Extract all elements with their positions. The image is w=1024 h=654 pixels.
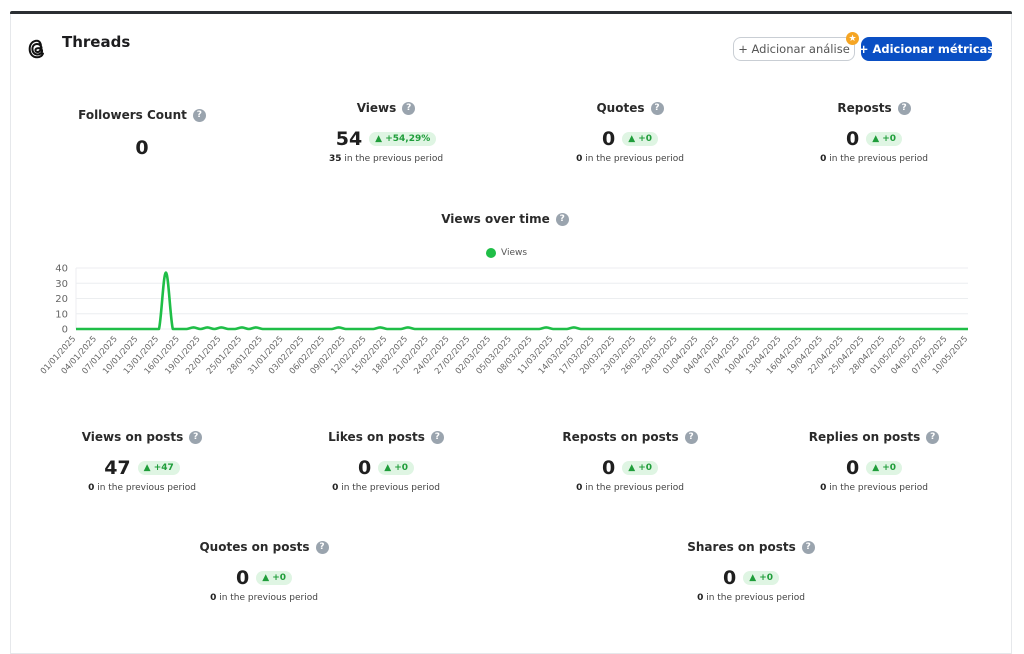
previous-period: 0 in the previous period bbox=[576, 154, 684, 164]
previous-period: 0 in the previous period bbox=[697, 593, 805, 603]
metric-title: Followers Count bbox=[78, 108, 187, 122]
previous-period: 0 in the previous period bbox=[332, 483, 440, 493]
metric-title: Quotes bbox=[596, 101, 645, 115]
metric-views: Views? 54 ▲ +54,29% 35 in the previous peri… bbox=[266, 100, 506, 164]
y-tick-label: 30 bbox=[55, 279, 68, 290]
change-badge: ▲ +54,29% bbox=[369, 132, 437, 146]
chart-title: Views over time? bbox=[405, 212, 605, 226]
metric-followers-count: Followers Count? 0 bbox=[22, 107, 262, 159]
help-icon[interactable]: ? bbox=[801, 540, 815, 554]
previous-period: 35 in the previous period bbox=[328, 154, 444, 164]
help-icon[interactable]: ? bbox=[684, 430, 698, 444]
metric-likes-on-posts: Likes on posts? 0 ▲ +0 0 in the previous pe… bbox=[266, 429, 506, 493]
change-badge: ▲ +47 bbox=[137, 461, 180, 475]
add-metrics-button[interactable]: + Adicionar métricas bbox=[859, 37, 994, 61]
metric-title: Views bbox=[356, 101, 397, 115]
metric-reposts: Reposts? 0 ▲ +0 0 in the previous period bbox=[754, 100, 994, 164]
previous-period: 0 in the previous period bbox=[576, 483, 684, 493]
metric-title: Views on posts bbox=[81, 430, 184, 444]
chart-legend[interactable]: Views bbox=[486, 248, 527, 258]
metric-value: 0 bbox=[135, 137, 149, 159]
threads-card bbox=[10, 14, 1012, 654]
change-badge: ▲ +0 bbox=[378, 461, 415, 475]
help-icon[interactable]: ? bbox=[189, 430, 203, 444]
metric-value: 0 bbox=[722, 567, 737, 589]
legend-dot-icon bbox=[486, 248, 496, 258]
y-tick-label: 0 bbox=[62, 325, 68, 336]
metric-views-on-posts: Views on posts? 47 ▲ +47 0 in the previous … bbox=[22, 429, 262, 493]
y-tick-label: 40 bbox=[55, 264, 68, 275]
help-icon[interactable]: ? bbox=[650, 101, 664, 115]
metric-value: 47 bbox=[104, 457, 131, 479]
metric-value: 54 bbox=[335, 128, 363, 150]
previous-period: 0 in the previous period bbox=[88, 483, 196, 493]
metric-shares-on-posts: Shares on posts? 0 ▲ +0 0 in the previous p… bbox=[631, 539, 871, 603]
views-series-line bbox=[76, 271, 968, 331]
help-icon[interactable]: ? bbox=[555, 212, 569, 226]
metric-quotes-on-posts: Quotes on posts? 0 ▲ +0 0 in the previous p… bbox=[144, 539, 384, 603]
metric-replies-on-posts: Replies on posts? 0 ▲ +0 0 in the previous … bbox=[754, 429, 994, 493]
premium-star-icon: ★ bbox=[846, 32, 859, 45]
metric-reposts-on-posts: Reposts on posts? 0 ▲ +0 0 in the previous … bbox=[510, 429, 750, 493]
help-icon[interactable]: ? bbox=[897, 101, 911, 115]
help-icon[interactable]: ? bbox=[315, 540, 329, 554]
metric-value: 0 bbox=[235, 567, 250, 589]
metric-value: 0 bbox=[357, 457, 372, 479]
previous-period: 0 in the previous period bbox=[210, 593, 318, 603]
y-tick-label: 20 bbox=[55, 294, 68, 305]
metric-title: Reposts bbox=[837, 101, 892, 115]
help-icon[interactable]: ? bbox=[192, 108, 206, 122]
help-icon[interactable]: ? bbox=[926, 430, 940, 444]
change-badge: ▲ +0 bbox=[866, 132, 903, 146]
previous-period: 0 in the previous period bbox=[820, 154, 928, 164]
views-line-chart: 01020304001/01/202504/01/202507/01/20251… bbox=[38, 264, 969, 376]
y-tick-label: 10 bbox=[55, 309, 68, 320]
change-badge: ▲ +0 bbox=[743, 571, 780, 585]
metric-value: 0 bbox=[601, 128, 616, 150]
previous-period: 0 in the previous period bbox=[820, 483, 928, 493]
metric-title: Replies on posts bbox=[808, 430, 921, 444]
metric-title: Reposts on posts bbox=[562, 430, 679, 444]
change-badge: ▲ +0 bbox=[622, 461, 659, 475]
change-badge: ▲ +0 bbox=[866, 461, 903, 475]
page-title: Threads bbox=[62, 33, 131, 51]
metric-quotes: Quotes? 0 ▲ +0 0 in the previous period bbox=[510, 100, 750, 164]
change-badge: ▲ +0 bbox=[622, 132, 659, 146]
top-border bbox=[10, 11, 1012, 15]
change-badge: ▲ +0 bbox=[256, 571, 293, 585]
metric-value: 0 bbox=[845, 128, 860, 150]
metric-title: Shares on posts bbox=[687, 540, 796, 554]
metric-title: Quotes on posts bbox=[199, 540, 310, 554]
add-analysis-button[interactable]: + Adicionar análise bbox=[733, 37, 855, 61]
metric-value: 0 bbox=[845, 457, 860, 479]
help-icon[interactable]: ? bbox=[402, 101, 416, 115]
help-icon[interactable]: ? bbox=[430, 430, 444, 444]
metric-value: 0 bbox=[601, 457, 616, 479]
threads-logo-icon bbox=[28, 39, 44, 59]
metric-title: Likes on posts bbox=[328, 430, 425, 444]
